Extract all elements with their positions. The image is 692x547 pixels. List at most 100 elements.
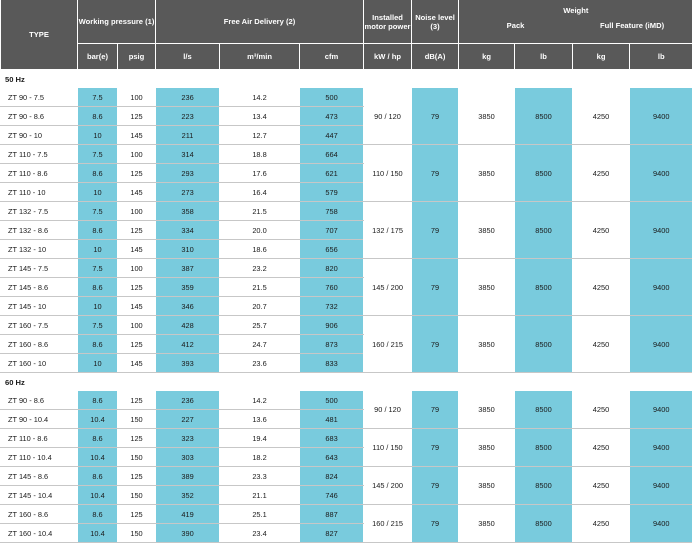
cell-m3: 20.0 bbox=[219, 220, 300, 240]
unit-header: lb bbox=[514, 43, 573, 70]
cell-psig: 100 bbox=[116, 258, 156, 278]
table-row: ZT 110 - 10.4 10.4 150 303 18.2 643 bbox=[0, 447, 692, 467]
cell-type: ZT 110 - 7.5 bbox=[0, 144, 78, 164]
cell-ls: 428 bbox=[155, 315, 220, 335]
header-working-pressure: Working pressure (1) bbox=[76, 0, 156, 44]
cell-m3: 23.6 bbox=[219, 353, 300, 373]
cell-bar: 8.6 bbox=[77, 163, 118, 183]
unit-header: kg bbox=[458, 43, 515, 70]
table-row: ZT 90 - 10.4 10.4 150 227 13.6 481 bbox=[0, 409, 692, 429]
cell-bar: 7.5 bbox=[77, 258, 118, 278]
cell-cfm: 481 bbox=[299, 409, 364, 429]
cell-motor: 90 / 120 bbox=[363, 88, 412, 145]
cell-pack-kg: 3850 bbox=[458, 428, 515, 467]
cell-ff-kg: 4250 bbox=[572, 391, 630, 429]
cell-m3: 14.2 bbox=[219, 391, 300, 410]
header-full-feature: Full Feature (iMD) bbox=[599, 21, 665, 30]
cell-type: ZT 160 - 10.4 bbox=[0, 523, 78, 543]
cell-type: ZT 145 - 8.6 bbox=[0, 277, 78, 297]
cell-type: ZT 160 - 7.5 bbox=[0, 315, 78, 335]
cell-pack-kg: 3850 bbox=[458, 88, 515, 145]
cell-ff-kg: 4250 bbox=[572, 504, 630, 543]
table-row: ZT 132 - 7.5 7.5 100 358 21.5 758 132 / 175 79 3… bbox=[0, 201, 692, 259]
cell-ff-lb: 9400 bbox=[629, 428, 692, 467]
cell-cfm: 732 bbox=[299, 296, 364, 316]
cell-bar: 8.6 bbox=[77, 277, 118, 297]
header-free-air-delivery: Free Air Delivery (2) bbox=[155, 0, 364, 44]
cell-bar: 10 bbox=[77, 239, 118, 259]
cell-noise: 79 bbox=[411, 201, 459, 259]
cell-type: ZT 132 - 7.5 bbox=[0, 201, 78, 221]
table-row: ZT 160 - 7.5 7.5 100 428 25.7 906 160 / 215 79 3… bbox=[0, 315, 692, 373]
cell-cfm: 746 bbox=[299, 485, 364, 505]
cell-cfm: 500 bbox=[299, 391, 364, 410]
cell-bar: 8.6 bbox=[77, 466, 118, 486]
cell-ls: 293 bbox=[155, 163, 220, 183]
cell-type: ZT 145 - 10.4 bbox=[0, 485, 78, 505]
cell-type: ZT 132 - 10 bbox=[0, 239, 78, 259]
cell-bar: 8.6 bbox=[77, 428, 118, 448]
cell-ff-lb: 9400 bbox=[629, 201, 692, 259]
cell-ff-lb: 9400 bbox=[629, 258, 692, 316]
cell-bar: 7.5 bbox=[77, 88, 118, 107]
table-body: 50 Hz ZT 90 - 7.5 7.5 100 236 14.2 500 90 / 120… bbox=[0, 69, 692, 543]
cell-bar: 8.6 bbox=[77, 220, 118, 240]
cell-pack-lb: 8500 bbox=[514, 88, 573, 145]
cell-ls: 223 bbox=[155, 106, 220, 126]
cell-type: ZT 160 - 8.6 bbox=[0, 334, 78, 354]
cell-noise: 79 bbox=[411, 315, 459, 373]
cell-psig: 100 bbox=[116, 315, 156, 335]
cell-type: ZT 145 - 8.6 bbox=[0, 466, 78, 486]
cell-pack-lb: 8500 bbox=[514, 144, 573, 202]
cell-psig: 125 bbox=[116, 428, 156, 448]
cell-ff-kg: 4250 bbox=[572, 428, 630, 467]
table-row: ZT 90 - 8.6 8.6 125 223 13.4 473 bbox=[0, 106, 692, 126]
cell-noise: 79 bbox=[411, 504, 459, 543]
cell-bar: 10 bbox=[77, 296, 118, 316]
cell-m3: 24.7 bbox=[219, 334, 300, 354]
cell-ff-lb: 9400 bbox=[629, 466, 692, 505]
cell-psig: 145 bbox=[116, 125, 156, 145]
cell-pack-kg: 3850 bbox=[458, 201, 515, 259]
cell-m3: 20.7 bbox=[219, 296, 300, 316]
cell-ff-lb: 9400 bbox=[629, 504, 692, 543]
cell-ff-lb: 9400 bbox=[629, 144, 692, 202]
cell-psig: 125 bbox=[116, 163, 156, 183]
cell-pack-kg: 3850 bbox=[458, 258, 515, 316]
cell-type: ZT 90 - 10.4 bbox=[0, 409, 78, 429]
table-row: ZT 145 - 8.6 8.6 125 389 23.3 824 145 / 200 79 3… bbox=[0, 466, 692, 505]
cell-ls: 419 bbox=[155, 504, 220, 524]
cell-noise: 79 bbox=[411, 391, 459, 429]
cell-ls: 393 bbox=[155, 353, 220, 373]
cell-noise: 79 bbox=[411, 258, 459, 316]
cell-cfm: 824 bbox=[299, 466, 364, 486]
cell-bar: 7.5 bbox=[77, 144, 118, 164]
cell-ls: 390 bbox=[155, 523, 220, 543]
cell-motor: 110 / 150 bbox=[363, 144, 412, 202]
cell-ls: 236 bbox=[155, 88, 220, 107]
cell-pack-kg: 3850 bbox=[458, 391, 515, 429]
cell-ls: 346 bbox=[155, 296, 220, 316]
table-row: ZT 145 - 10.4 10.4 150 352 21.1 746 bbox=[0, 485, 692, 505]
cell-psig: 100 bbox=[116, 201, 156, 221]
cell-noise: 79 bbox=[411, 466, 459, 505]
cell-ls: 412 bbox=[155, 334, 220, 354]
cell-bar: 10.4 bbox=[77, 409, 118, 429]
cell-ls: 323 bbox=[155, 428, 220, 448]
cell-ff-lb: 9400 bbox=[629, 88, 692, 145]
cell-psig: 145 bbox=[116, 353, 156, 373]
cell-psig: 150 bbox=[116, 523, 156, 543]
cell-cfm: 643 bbox=[299, 447, 364, 467]
cell-m3: 21.1 bbox=[219, 485, 300, 505]
cell-m3: 23.3 bbox=[219, 466, 300, 486]
table-row: ZT 160 - 10.4 10.4 150 390 23.4 827 bbox=[0, 523, 692, 543]
cell-type: ZT 160 - 10 bbox=[0, 353, 78, 373]
cell-type: ZT 90 - 7.5 bbox=[0, 88, 78, 107]
cell-m3: 21.5 bbox=[219, 277, 300, 297]
cell-bar: 10 bbox=[77, 125, 118, 145]
cell-psig: 125 bbox=[116, 504, 156, 524]
cell-psig: 145 bbox=[116, 239, 156, 259]
header-pack: Pack bbox=[506, 21, 525, 30]
cell-ls: 352 bbox=[155, 485, 220, 505]
